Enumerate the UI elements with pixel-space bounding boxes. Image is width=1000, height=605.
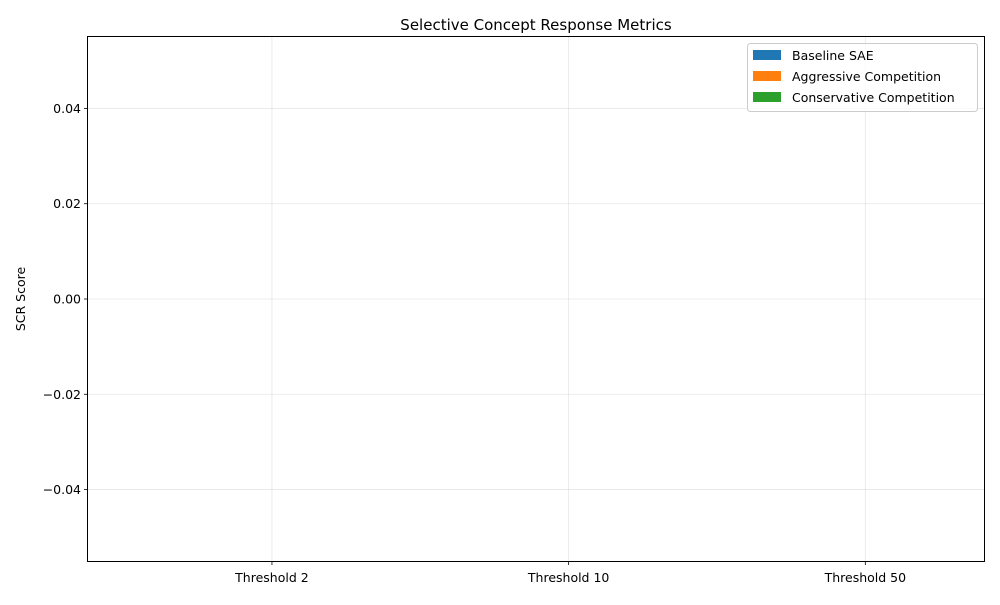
legend-label: Aggressive Competition (792, 69, 941, 84)
legend-swatch (753, 92, 781, 102)
legend: Baseline SAE Aggressive Competition Conser… (747, 43, 978, 112)
legend-label: Conservative Competition (792, 90, 955, 105)
x-tick-label: Threshold 2 (234, 570, 309, 585)
x-tick-label: Threshold 10 (527, 570, 610, 585)
legend-frame (747, 43, 978, 112)
grid-lines (88, 37, 984, 561)
y-tick-label: −0.02 (43, 387, 81, 402)
legend-swatch (753, 50, 781, 60)
legend-swatch (753, 71, 781, 81)
legend-label: Baseline SAE (792, 48, 874, 63)
x-axis-ticks: Threshold 2 Threshold 10 Threshold 50 (234, 561, 906, 585)
y-tick-label: 0.02 (53, 196, 81, 211)
chart-title: Selective Concept Response Metrics (400, 16, 672, 34)
y-axis-ticks: −0.04 −0.02 0.00 0.02 0.04 (43, 101, 88, 497)
y-tick-label: 0.00 (53, 292, 81, 307)
x-tick-label: Threshold 50 (824, 570, 907, 585)
y-tick-label: 0.04 (53, 101, 81, 116)
y-tick-label: −0.04 (43, 482, 81, 497)
y-axis-label: SCR Score (13, 267, 28, 332)
